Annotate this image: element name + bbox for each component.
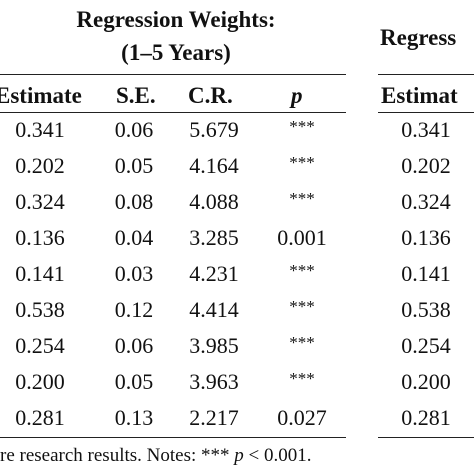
cell-cr: 4.414 — [189, 297, 239, 322]
footnote-threshold: < 0.001. — [243, 445, 312, 466]
cell-estimate: 0.324 — [15, 189, 65, 214]
right-cell-estimate: 0.254 — [401, 333, 451, 358]
cell-se: 0.13 — [114, 405, 154, 430]
cell-p: *** — [289, 153, 315, 172]
right-table-title: Regress — [380, 25, 457, 50]
cell-p: *** — [289, 369, 315, 388]
cell-cr: 4.231 — [189, 261, 239, 286]
cell-cr: 3.985 — [189, 333, 239, 358]
cell-estimate: 0.341 — [15, 117, 65, 142]
cell-p: *** — [289, 333, 315, 352]
cell-cr: 5.679 — [189, 117, 239, 142]
cell-estimate: 0.141 — [15, 261, 65, 286]
right-cell-estimate: 0.538 — [401, 297, 451, 322]
cell-se: 0.03 — [114, 261, 154, 286]
right-cell-estimate: 0.202 — [401, 153, 451, 178]
cell-estimate: 0.538 — [15, 297, 65, 322]
right-header-bottom-rule — [378, 112, 474, 113]
left-header-bottom-rule — [0, 112, 346, 113]
cell-p: *** — [289, 117, 315, 136]
cell-estimate: 0.136 — [15, 225, 65, 250]
cell-cr: 4.088 — [189, 189, 239, 214]
cell-cr: 3.963 — [189, 369, 239, 394]
right-cell-estimate: 0.324 — [401, 189, 451, 214]
table-footnote: re research results. Notes: *** p < 0.00… — [0, 444, 311, 468]
header-se: S.E. — [116, 83, 156, 108]
right-header-top-rule — [378, 74, 474, 75]
cell-p: *** — [289, 261, 315, 280]
cell-se: 0.05 — [114, 153, 154, 178]
left-header-top-rule — [0, 74, 346, 75]
cell-cr: 3.285 — [189, 225, 239, 250]
right-cell-estimate: 0.141 — [401, 261, 451, 286]
left-table-title: Regression Weights: — [76, 7, 276, 32]
header-estimate: Estimate — [0, 83, 82, 108]
cell-p: 0.027 — [277, 405, 327, 430]
right-cell-estimate: 0.281 — [401, 405, 451, 430]
cell-se: 0.04 — [114, 225, 154, 250]
footnote-text: re research results. Notes: *** — [0, 445, 230, 466]
left-table-subtitle: (1–5 Years) — [121, 40, 231, 65]
cell-cr: 2.217 — [189, 405, 239, 430]
cell-se: 0.08 — [114, 189, 154, 214]
cell-estimate: 0.254 — [15, 333, 65, 358]
right-cell-estimate: 0.136 — [401, 225, 451, 250]
right-header-estimate: Estimat — [381, 83, 458, 108]
cell-estimate: 0.281 — [15, 405, 65, 430]
cell-se: 0.06 — [114, 117, 154, 142]
cell-estimate: 0.202 — [15, 153, 65, 178]
footnote-p: p — [234, 445, 244, 466]
cell-p: 0.001 — [277, 225, 327, 250]
header-cr: C.R. — [188, 83, 233, 108]
cell-estimate: 0.200 — [15, 369, 65, 394]
right-cell-estimate: 0.341 — [401, 117, 451, 142]
cell-cr: 4.164 — [189, 153, 239, 178]
header-p: p — [291, 83, 303, 108]
cell-p: *** — [289, 297, 315, 316]
cell-se: 0.05 — [114, 369, 154, 394]
cell-p: *** — [289, 189, 315, 208]
right-cell-estimate: 0.200 — [401, 369, 451, 394]
left-table-bottom-rule — [0, 437, 346, 438]
right-table-bottom-rule — [378, 437, 474, 438]
cell-se: 0.12 — [114, 297, 154, 322]
cell-se: 0.06 — [114, 333, 154, 358]
